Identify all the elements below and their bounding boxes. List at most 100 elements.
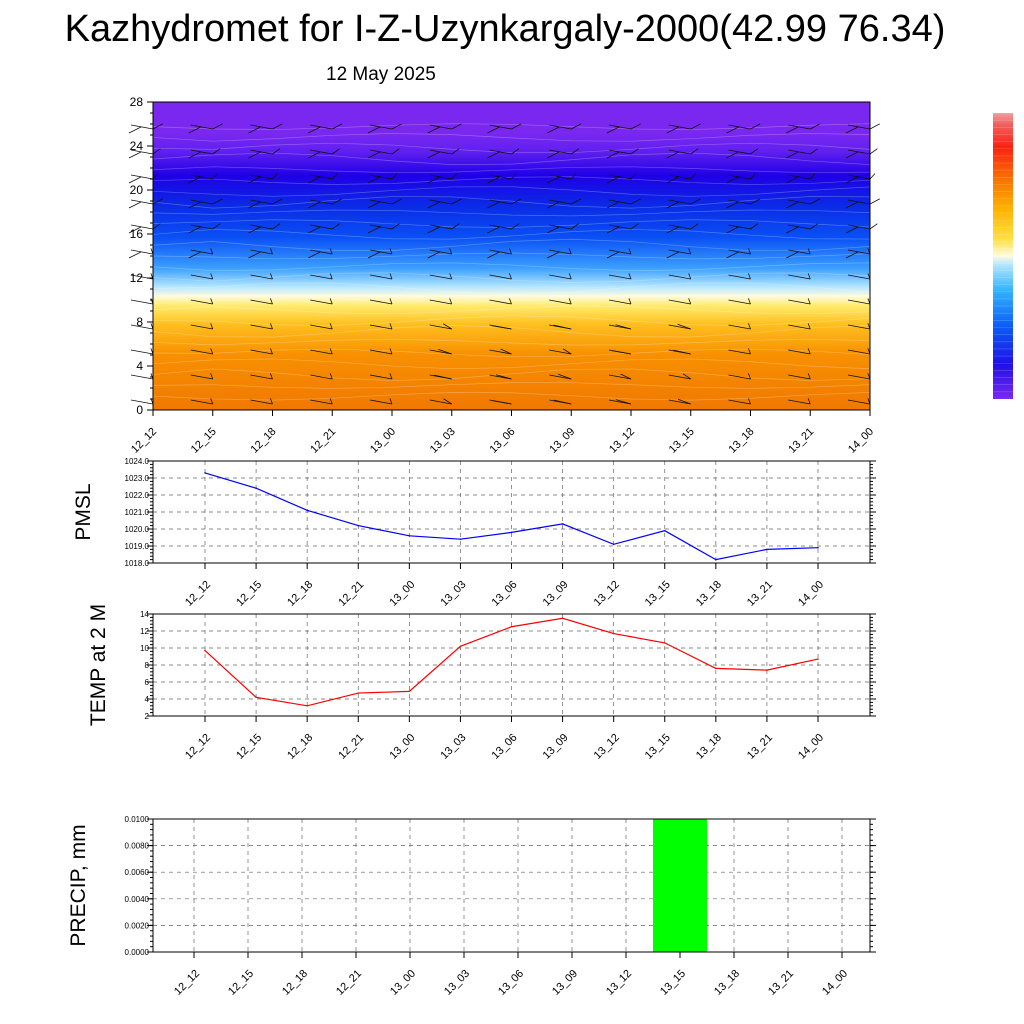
- wind-barb-shaft: [212, 148, 221, 155]
- x-tick-label: 12_18: [280, 968, 310, 998]
- wind-barb-flag: [728, 324, 751, 330]
- contour-line: [152, 392, 871, 401]
- wind-barb-flag: [190, 299, 213, 305]
- wind-barb-shaft: [511, 198, 522, 205]
- contour-line: [152, 176, 871, 185]
- wind-barb-flag: [429, 249, 452, 255]
- wind-barb-flag: [128, 201, 142, 209]
- wind-barb-flag: [250, 199, 273, 205]
- wind-barb-flag: [845, 201, 859, 209]
- wind-barb-shaft: [509, 248, 512, 255]
- wind-barb-shaft: [628, 273, 632, 280]
- wind-barb-flag: [369, 324, 393, 330]
- y-tick-label: 1023.0: [125, 474, 150, 483]
- wind-barb-flag: [367, 151, 381, 159]
- wind-barb-flag: [489, 374, 512, 380]
- wind-barb-shaft: [210, 373, 214, 380]
- wind-barb-column: [547, 123, 582, 405]
- wind-barb-flag: [427, 201, 440, 209]
- y-axis-title: PMSL: [72, 483, 95, 540]
- wind-barb-flag: [489, 399, 512, 405]
- wind-barb-shaft: [630, 148, 639, 155]
- y-tick-label: 0.0020: [125, 921, 150, 930]
- wind-barb-flag: [369, 274, 393, 280]
- wind-barb-flag: [489, 274, 512, 280]
- wind-barb-column: [786, 123, 821, 405]
- wind-barb-flag: [728, 249, 751, 255]
- wind-barb-shaft: [807, 348, 811, 355]
- wind-barb-flag: [248, 226, 261, 234]
- wind-barb-flag: [549, 324, 572, 330]
- wind-barb-shaft: [272, 173, 278, 180]
- wind-barb-flag: [606, 201, 620, 209]
- wind-barb-flag: [130, 149, 154, 155]
- wind-barb-flag: [668, 349, 691, 355]
- wind-barb-flag: [608, 324, 632, 330]
- wind-barb-flag: [788, 249, 811, 255]
- wind-barb-shaft: [152, 148, 161, 155]
- data-point: [663, 642, 666, 644]
- wind-barb-flag: [427, 151, 440, 159]
- wind-barb-shaft: [571, 123, 582, 130]
- wind-barb-flag: [190, 149, 213, 155]
- wind-barb-shaft: [389, 348, 393, 355]
- wind-barb-shaft: [210, 323, 214, 330]
- wind-barb-flag: [668, 399, 691, 405]
- wind-barb-flag: [250, 299, 273, 305]
- wind-barb-flag: [726, 251, 739, 259]
- wind-barb-shaft: [212, 123, 223, 130]
- x-tick-label: 12_21: [336, 579, 366, 609]
- x-tick-label: 13_09: [541, 579, 571, 609]
- wind-barb-flag: [788, 149, 811, 155]
- wind-barb-flag: [549, 124, 572, 130]
- data-point: [306, 509, 308, 512]
- wind-barb-shaft: [748, 298, 751, 305]
- wind-barb-shaft: [272, 148, 281, 155]
- wind-barb-flag: [728, 274, 751, 280]
- wind-barb-column: [367, 123, 402, 405]
- wind-barb-shaft: [329, 323, 333, 330]
- wind-barb-flag: [549, 349, 572, 355]
- wind-barb-flag: [788, 274, 811, 280]
- wind-barb-shaft: [509, 273, 512, 280]
- wind-barb-flag: [847, 299, 871, 305]
- wind-barb-flag: [668, 174, 691, 180]
- data-point: [766, 548, 768, 551]
- data-point: [766, 669, 768, 671]
- x-tick-label: 13_12: [592, 732, 622, 762]
- wind-barb-flag: [190, 199, 213, 205]
- wind-barb-flag: [190, 174, 213, 180]
- x-tick-label: 13_03: [438, 579, 468, 609]
- wind-barb-shaft: [272, 198, 283, 205]
- wind-barb-flag: [726, 226, 739, 234]
- x-tick-label: 12_21: [308, 426, 338, 456]
- wind-barb-flag: [308, 126, 321, 134]
- y-tick-label: 0.0100: [125, 815, 150, 824]
- wind-barb-flag: [429, 299, 452, 305]
- wind-barb-flag: [549, 299, 572, 305]
- contour-line: [152, 382, 871, 389]
- wind-barb-flag: [666, 176, 679, 184]
- x-tick-label: 13_00: [388, 968, 418, 998]
- wind-barb-flag: [369, 174, 393, 180]
- wind-barb-column: [726, 123, 761, 405]
- chart-title: Kazhydromet for I-Z-Uzynkargaly-2000(42.…: [64, 8, 946, 50]
- wind-barb-shaft: [688, 273, 692, 280]
- wind-barb-shaft: [571, 148, 579, 155]
- wind-barb-shaft: [210, 273, 214, 280]
- wind-barb-shaft: [449, 248, 453, 255]
- wind-barb-column: [487, 123, 522, 405]
- wind-barb-shaft: [210, 298, 214, 305]
- wind-barb-flag: [847, 124, 871, 130]
- wind-barb-flag: [726, 126, 739, 134]
- wind-barb-flag: [369, 224, 393, 230]
- cross-section-field: [153, 102, 870, 410]
- wind-barb-shaft: [451, 148, 460, 155]
- wind-barb-shaft: [628, 248, 632, 255]
- wind-barb-flag: [788, 199, 811, 205]
- wind-barb-flag: [668, 374, 691, 380]
- wind-barb-shaft: [748, 248, 751, 255]
- wind-barb-column: [248, 123, 283, 405]
- x-tick-label: 13_00: [387, 732, 417, 762]
- wind-barb-flag: [130, 124, 154, 130]
